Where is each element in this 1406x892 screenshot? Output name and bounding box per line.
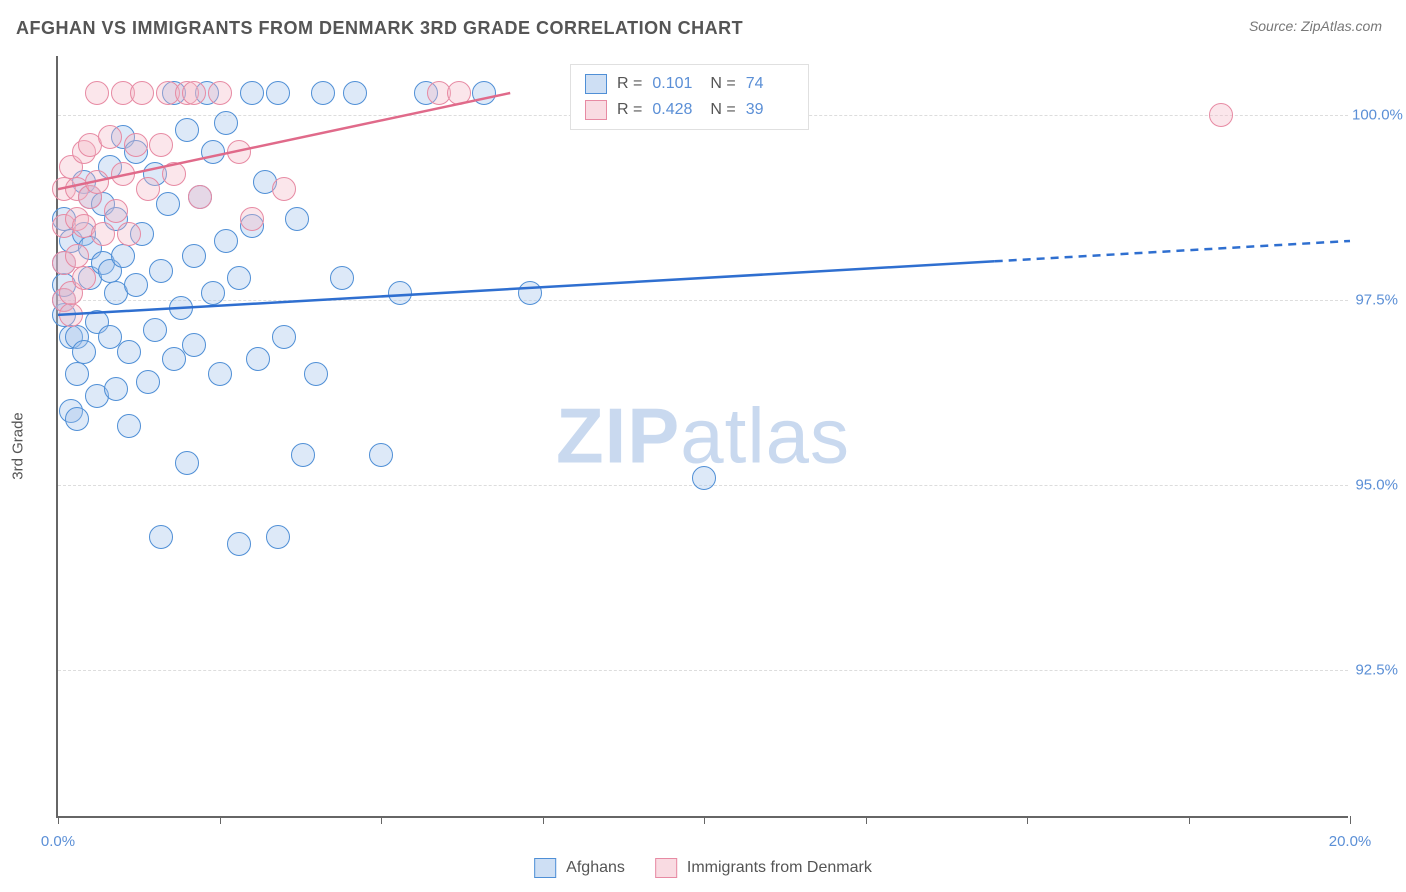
x-tick-label: 0.0% [41,833,75,850]
n-label: N = [710,97,735,123]
legend-label: Afghans [566,859,625,877]
n-value: 74 [746,71,794,97]
source-label: Source: ZipAtlas.com [1249,18,1382,34]
trend-line-dashed [995,241,1350,261]
legend-swatch [585,74,607,94]
bottom-legend: Afghans Immigrants from Denmark [534,858,872,878]
legend-swatch [534,858,556,878]
n-label: N = [710,71,735,97]
y-tick-label: 100.0% [1352,107,1398,124]
legend-item: Immigrants from Denmark [655,858,872,878]
trend-line [58,261,995,315]
stats-row: R = 0.428 N = 39 [585,97,794,123]
r-value: 0.428 [652,97,700,123]
y-axis-label: 3rd Grade [10,412,27,480]
y-tick-label: 97.5% [1352,292,1398,309]
plot-area: ZIPatlas 92.5%95.0%97.5%100.0%0.0%20.0% [56,56,1348,818]
trend-layer [58,56,1350,818]
r-label: R = [617,97,642,123]
x-tick [1350,816,1351,824]
x-tick-label: 20.0% [1329,833,1372,850]
n-value: 39 [746,97,794,123]
legend-label: Immigrants from Denmark [687,859,872,877]
y-tick-label: 95.0% [1352,477,1398,494]
legend-item: Afghans [534,858,625,878]
stats-row: R = 0.101 N = 74 [585,71,794,97]
chart-container: AFGHAN VS IMMIGRANTS FROM DENMARK 3RD GR… [0,0,1406,892]
legend-swatch [585,100,607,120]
chart-title: AFGHAN VS IMMIGRANTS FROM DENMARK 3RD GR… [16,18,743,39]
r-label: R = [617,71,642,97]
legend-swatch [655,858,677,878]
stats-box: R = 0.101 N = 74 R = 0.428 N = 39 [570,64,809,130]
y-tick-label: 92.5% [1352,662,1398,679]
r-value: 0.101 [652,71,700,97]
trend-line [58,93,510,189]
